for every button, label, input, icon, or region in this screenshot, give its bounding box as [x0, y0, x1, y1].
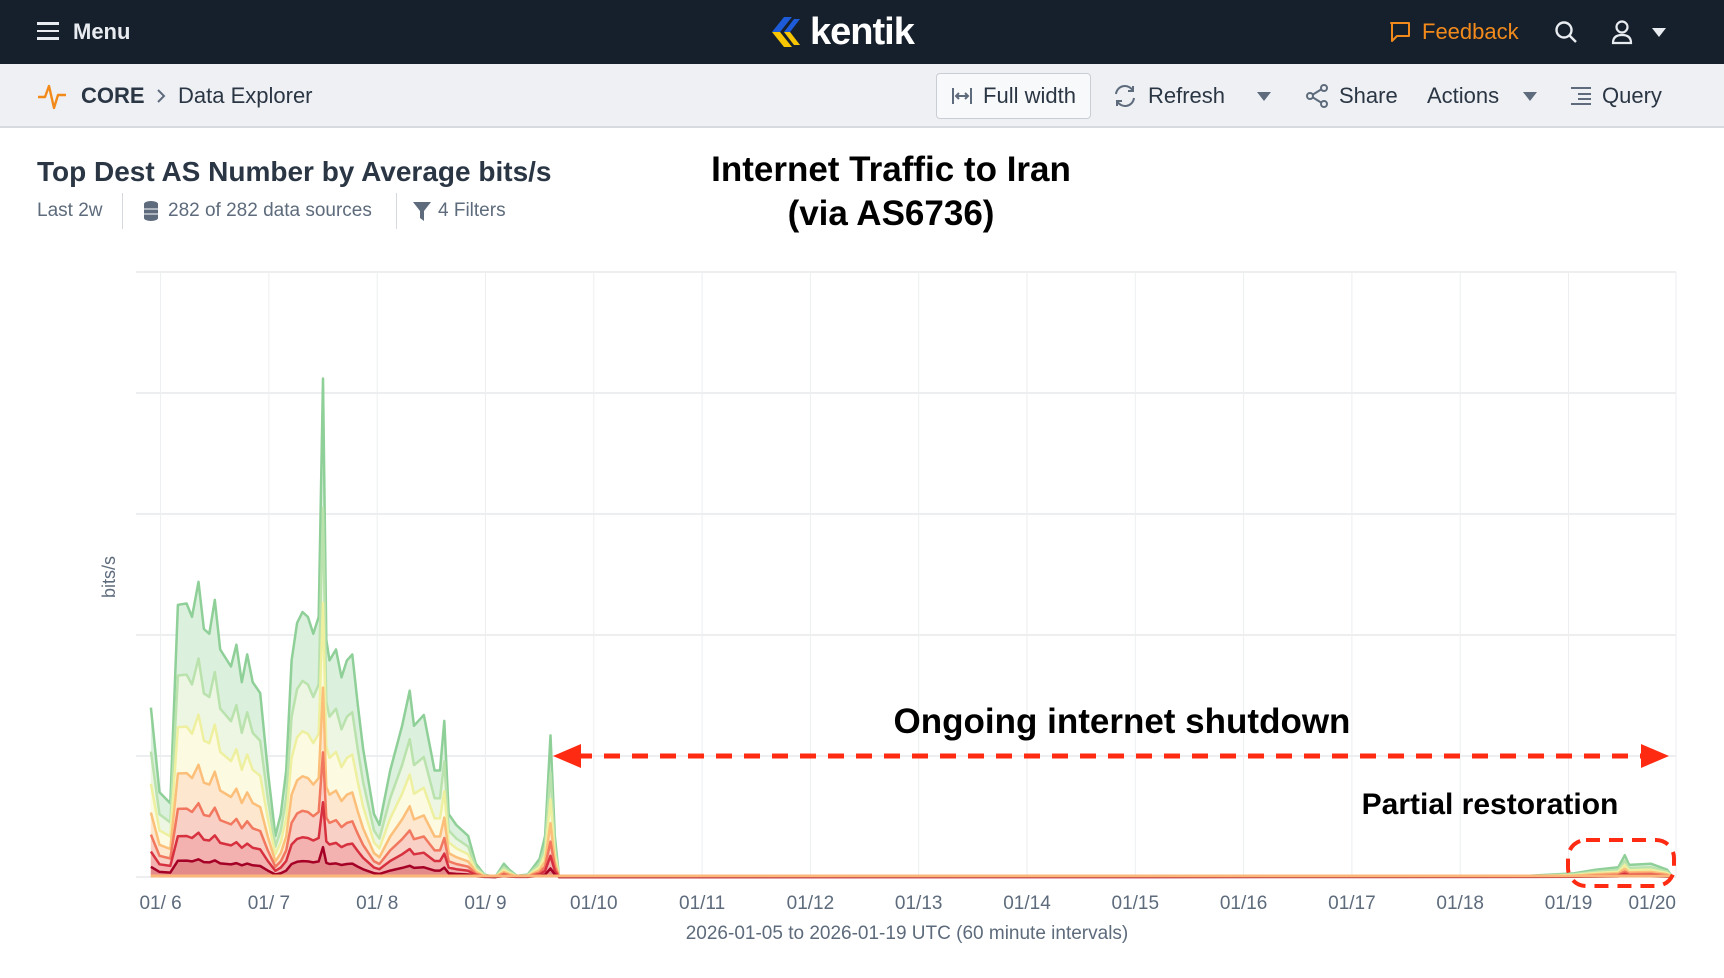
database-icon: [144, 201, 158, 221]
restoration-annotation: Partial restoration: [1361, 788, 1619, 821]
line-layer-7: [150, 845, 1673, 879]
x-tick-label: 01/12: [787, 893, 835, 914]
full-width-button[interactable]: Full width: [936, 73, 1091, 119]
divider: [396, 193, 397, 229]
filter-icon: [413, 202, 431, 221]
expand-width-icon: [952, 88, 973, 104]
line-layer-6: [149, 800, 1673, 879]
x-axis-title: 2026-01-05 to 2026-01-19 UTC (60 minute …: [686, 923, 1129, 944]
x-tick-label: 01/16: [1220, 893, 1268, 914]
logo-text: kentik: [810, 10, 915, 53]
actions-caret-icon: [1523, 91, 1538, 101]
x-tick-label: 01/18: [1436, 893, 1484, 914]
kentik-logo[interactable]: kentik: [770, 10, 915, 53]
kentik-logo-mark-icon: [772, 17, 800, 47]
restoration-highlight-box: [1566, 838, 1676, 888]
annotation-title: Internet Traffic to Iran (via AS6736): [640, 148, 1142, 236]
x-tick-label: 01/ 8: [356, 893, 398, 914]
query-list-icon: [1571, 87, 1591, 105]
filters-link[interactable]: 4 Filters: [438, 200, 506, 221]
feedback-label: Feedback: [1422, 19, 1519, 44]
refresh-label: Refresh: [1148, 83, 1226, 108]
area-layer-7: [150, 847, 1673, 877]
refresh-button[interactable]: Refresh: [1112, 64, 1225, 128]
line-layer-1: [149, 377, 1674, 879]
x-tick-label: 01/ 6: [139, 893, 181, 914]
toolbar: CORE Data Explorer Full width Refresh Sh…: [0, 64, 1724, 128]
user-icon[interactable]: [1610, 19, 1634, 45]
annotation-title-line-2: (via AS6736): [787, 194, 995, 233]
refresh-options-caret-icon[interactable]: [1257, 92, 1271, 101]
query-button[interactable]: Query: [1570, 64, 1662, 128]
search-icon[interactable]: [1554, 20, 1578, 44]
share-button[interactable]: Share: [1305, 64, 1398, 128]
x-tick-label: 01/14: [1003, 893, 1051, 914]
arrow-right-icon: [1641, 744, 1669, 768]
x-tick-label: 01/ 9: [464, 893, 506, 914]
query-label: Query: [1602, 83, 1662, 108]
x-tick-label: 01/11: [679, 893, 725, 914]
menu-button[interactable]: Menu: [73, 19, 131, 44]
arrow-left-icon: [553, 744, 581, 768]
x-tick-label: 01/13: [895, 893, 943, 914]
line-layer-3: [149, 601, 1674, 879]
actions-button[interactable]: Actions: [1427, 64, 1538, 128]
chat-bubble-icon: [1390, 22, 1410, 42]
time-range[interactable]: Last 2w: [37, 200, 103, 221]
line-layer-4: [149, 686, 1674, 879]
x-tick-label: 01/10: [570, 893, 618, 914]
y-axis-label: bits/s: [99, 556, 119, 598]
line-layer-5: [149, 751, 1673, 879]
feedback-button[interactable]: Feedback: [1388, 0, 1519, 64]
x-tick-label: 01/ 7: [248, 893, 290, 914]
x-tick-label: 01/19: [1545, 893, 1593, 914]
user-menu-caret-icon[interactable]: [1652, 28, 1666, 37]
line-layer-2: [149, 506, 1674, 879]
refresh-icon: [1115, 85, 1135, 107]
annotation-title-line-1: Internet Traffic to Iran: [711, 150, 1071, 189]
chevron-right-icon: [157, 89, 166, 103]
hamburger-menu-icon[interactable]: [37, 20, 59, 44]
x-tick-label: 01/15: [1112, 893, 1160, 914]
data-sources[interactable]: 282 of 282 data sources: [168, 200, 372, 221]
shutdown-annotation: Ongoing internet shutdown: [893, 702, 1351, 741]
share-icon: [1306, 84, 1328, 108]
x-tick-label: 01/20: [1628, 893, 1676, 914]
full-width-label: Full width: [983, 83, 1076, 108]
top-nav-bar: Menu kentik Feedback: [0, 0, 1724, 64]
x-tick-label: 01/17: [1328, 893, 1376, 914]
actions-label: Actions: [1427, 83, 1500, 108]
divider: [122, 193, 123, 229]
panel-title: Top Dest AS Number by Average bits/s: [37, 156, 552, 187]
breadcrumb-current: Data Explorer: [178, 83, 313, 108]
pulse-icon: [38, 84, 66, 110]
breadcrumb-core[interactable]: CORE: [81, 83, 145, 108]
share-label: Share: [1339, 83, 1398, 108]
